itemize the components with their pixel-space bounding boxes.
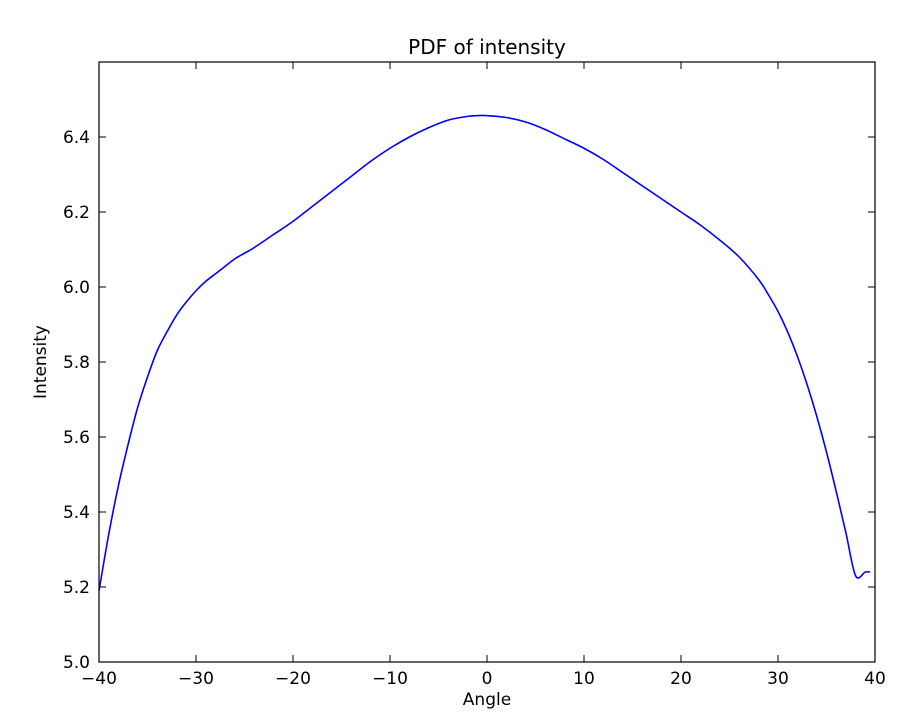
x-axis-label: Angle <box>463 690 511 710</box>
y-axis-label: Intensity <box>31 325 51 399</box>
y-tick-label: 5.4 <box>63 503 90 523</box>
y-tick-label: 5.6 <box>63 428 90 448</box>
y-tick-label: 5.2 <box>63 578 90 598</box>
x-tick-label: 0 <box>482 669 493 689</box>
x-tick-label: 30 <box>767 669 789 689</box>
y-axis-ticks: 5.05.25.45.65.86.06.26.4 <box>63 128 875 673</box>
x-tick-label: 40 <box>864 669 886 689</box>
x-tick-label: −10 <box>372 669 408 689</box>
x-tick-label: 10 <box>573 669 595 689</box>
chart-title: PDF of intensity <box>408 35 566 59</box>
x-axis-ticks: −40 −30 −20 −10 0 10 20 30 40 <box>81 62 886 689</box>
x-tick-label: 20 <box>670 669 692 689</box>
y-tick-label: 5.8 <box>63 353 90 373</box>
series-line-intensity <box>99 115 870 590</box>
plot-area-frame <box>99 62 875 662</box>
y-tick-label: 6.0 <box>63 278 90 298</box>
x-tick-label: −40 <box>81 669 117 689</box>
y-tick-label: 6.2 <box>63 203 90 223</box>
x-tick-label: −20 <box>275 669 311 689</box>
x-tick-label: −30 <box>178 669 214 689</box>
y-tick-label: 6.4 <box>63 128 90 148</box>
